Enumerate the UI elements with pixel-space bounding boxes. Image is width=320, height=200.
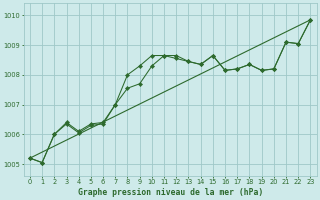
X-axis label: Graphe pression niveau de la mer (hPa): Graphe pression niveau de la mer (hPa) (77, 188, 263, 197)
